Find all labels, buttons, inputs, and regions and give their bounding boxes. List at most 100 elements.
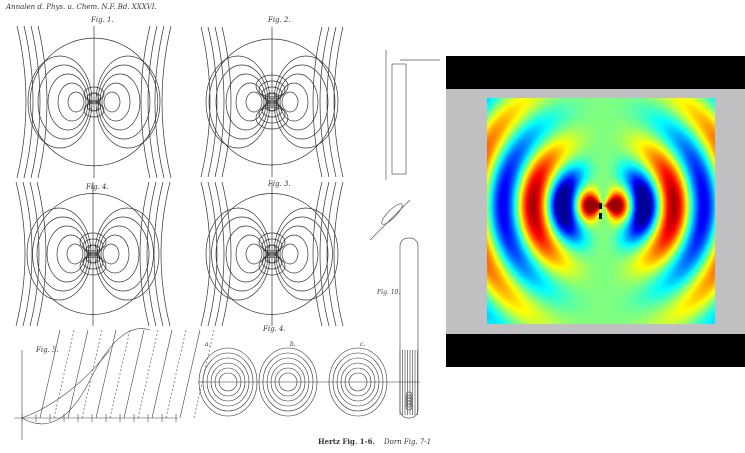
plate-line	[279, 82, 309, 122]
plate-line	[137, 329, 159, 419]
fig4-sub-a: a.	[205, 341, 211, 348]
plate-line	[57, 82, 87, 122]
plate-line	[30, 25, 41, 179]
plate-line	[53, 329, 75, 419]
plate-line	[391, 63, 407, 175]
dorn-apparatus	[369, 50, 440, 419]
plate-line	[319, 26, 330, 178]
plate-line	[326, 26, 337, 178]
fig10-title: Fig. 10.	[376, 289, 400, 296]
plate-line	[102, 243, 120, 265]
plate-line	[99, 73, 141, 131]
plate-line	[95, 55, 161, 149]
dipole-simulation-panel	[446, 56, 745, 367]
fig2-title: Fig. 2.	[267, 16, 291, 24]
plate-line	[261, 254, 283, 270]
plate-line	[161, 25, 172, 179]
plate-line	[103, 91, 121, 113]
plate-line	[29, 37, 159, 167]
plate-line	[67, 329, 89, 419]
plate-line	[277, 225, 319, 283]
plate-line	[274, 367, 302, 397]
radiation-heatmap	[487, 98, 715, 324]
dipole-mark	[266, 92, 278, 112]
plate-line	[258, 232, 286, 252]
plate-line	[210, 362, 246, 402]
plate-line	[277, 73, 319, 131]
plate-line	[202, 352, 254, 412]
plate-line	[319, 181, 330, 327]
plate-line	[225, 225, 267, 283]
plate-line	[27, 55, 93, 149]
plate-line	[207, 181, 218, 327]
plate-line	[207, 26, 218, 178]
plate-line	[405, 403, 413, 411]
plate-line	[273, 55, 339, 149]
plate-line	[214, 367, 242, 397]
plate-line	[266, 357, 310, 407]
plate-line	[123, 329, 145, 419]
plate-line	[15, 181, 26, 327]
plate-line	[39, 329, 61, 419]
plate-line	[82, 238, 104, 254]
plate-line	[16, 25, 27, 179]
plate-line	[332, 352, 384, 412]
plate-line	[32, 193, 154, 315]
plate-line	[279, 234, 309, 274]
plate-line	[261, 86, 283, 102]
plate-line	[205, 55, 271, 149]
plate-line	[333, 26, 344, 178]
fig5-graph	[14, 328, 215, 440]
plate-line	[281, 91, 299, 113]
plate-line	[79, 232, 107, 252]
fig1-field-lines	[16, 25, 172, 179]
plate-line	[37, 25, 48, 179]
plate-line	[326, 181, 337, 327]
plate-line	[98, 225, 140, 283]
plate-line	[140, 25, 151, 179]
dipole-mark	[87, 244, 99, 264]
fig-a-field-lines	[15, 181, 171, 327]
fig3-title: Fig. 3.	[267, 180, 291, 188]
plate-line	[83, 86, 105, 102]
plate-line	[208, 38, 336, 166]
plate-line	[67, 91, 85, 113]
plate-line	[258, 104, 286, 124]
dipole-antenna-icon	[599, 203, 602, 219]
plate-line	[100, 234, 130, 274]
plate-line	[46, 225, 88, 283]
plate-line	[165, 329, 187, 419]
plate-line	[258, 347, 318, 417]
plate-line	[81, 329, 103, 419]
plate-line	[381, 203, 403, 225]
plate-line	[21, 328, 151, 425]
plate-line	[94, 207, 160, 301]
plate-line	[36, 181, 47, 327]
fig4-sub-c: c.	[360, 341, 365, 348]
plate-line	[198, 347, 258, 417]
plate-line	[179, 329, 201, 419]
plate-line	[399, 237, 419, 419]
fig3-field-lines	[200, 181, 344, 327]
plate-line	[225, 73, 267, 131]
plate-line	[160, 181, 171, 327]
fig5-title: Fig. 5.	[35, 346, 59, 354]
plate-line	[333, 181, 344, 327]
plate-line	[66, 243, 84, 265]
plate-line	[214, 181, 225, 327]
plate-line	[153, 181, 164, 327]
plate-line	[26, 207, 92, 301]
plate-line	[312, 26, 323, 178]
plate-line	[261, 238, 283, 254]
fig1-title: Fig. 1.	[90, 16, 114, 24]
plate-line	[218, 372, 238, 392]
plate-line	[278, 372, 298, 392]
plate-line	[147, 25, 158, 179]
plate-line	[258, 256, 286, 276]
plate-line	[262, 352, 314, 412]
plate-line	[79, 256, 107, 276]
plate-line	[255, 106, 289, 130]
plate-line	[139, 181, 150, 327]
plate-line	[151, 329, 173, 419]
dipole-mark	[266, 244, 278, 264]
